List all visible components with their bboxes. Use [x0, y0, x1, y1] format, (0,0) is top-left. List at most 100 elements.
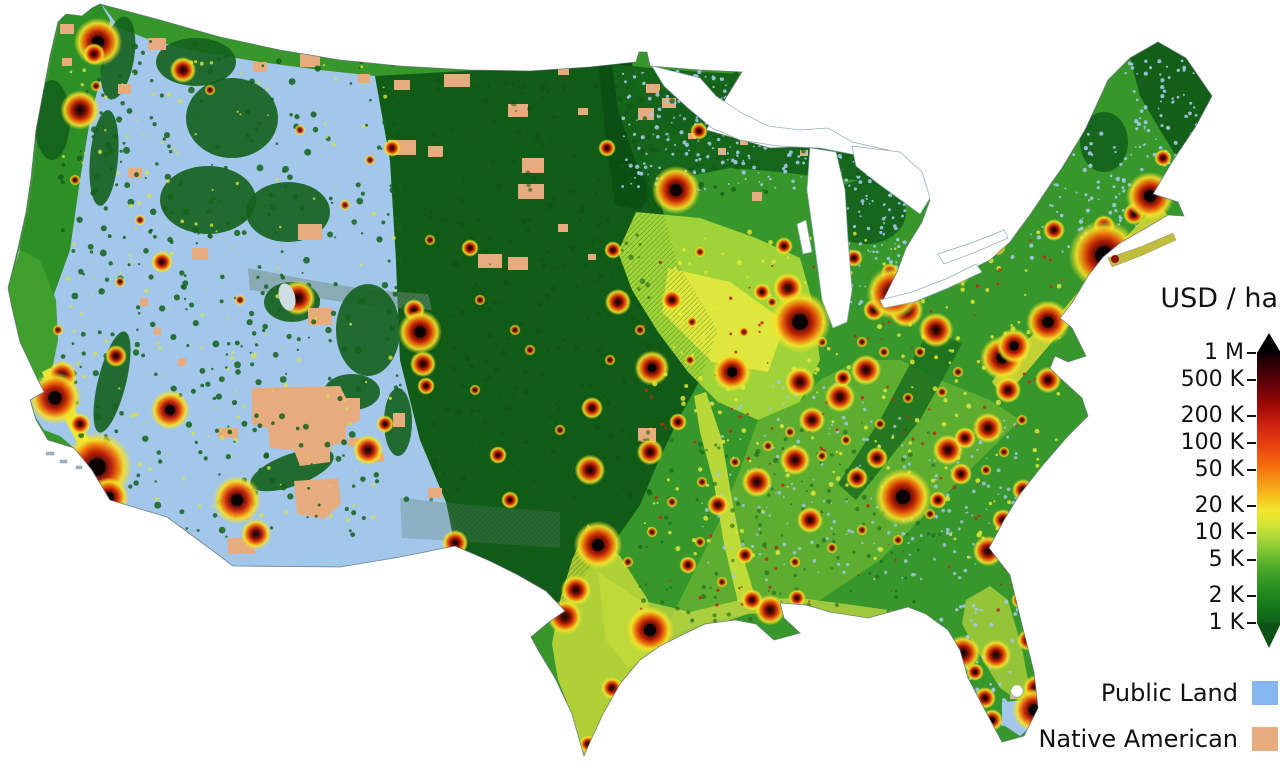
city-hotspot	[661, 289, 683, 311]
minor-city-hotspot	[234, 294, 246, 306]
colorbar-tick-label: 50 K	[1194, 457, 1244, 483]
minor-city-hotspot	[364, 154, 376, 166]
native-patch	[348, 438, 360, 446]
city-hotspot	[501, 491, 519, 509]
city-hotspot	[798, 406, 826, 434]
minor-city-hotspot	[694, 536, 706, 548]
minor-city-hotspot	[684, 354, 696, 366]
native-patch	[253, 62, 267, 72]
native-patch	[752, 192, 762, 201]
lake-okeechobee	[1010, 684, 1024, 698]
city-hotspot	[929, 491, 947, 509]
minor-city-hotspot	[696, 476, 708, 488]
minor-city-hotspot	[878, 346, 890, 358]
minor-city-hotspot	[952, 366, 964, 378]
colorbar-tick-mark	[1247, 532, 1256, 534]
city-hotspot	[850, 354, 882, 386]
city-core	[1009, 341, 1019, 351]
minor-city-hotspot	[856, 336, 868, 348]
minor-city-hotspot	[1016, 414, 1028, 426]
city-hotspot	[1154, 149, 1172, 167]
colorbar-title: USD / ha	[1160, 283, 1278, 314]
city-core	[165, 405, 175, 415]
native-patch	[394, 80, 410, 90]
native-patch	[508, 104, 528, 117]
native-patch	[508, 257, 528, 270]
minor-city-hotspot	[998, 446, 1010, 458]
lake-huron	[851, 145, 931, 215]
legend-label-public-land: Public Land	[1100, 679, 1238, 707]
native-patch	[62, 58, 72, 66]
city-hotspot	[846, 467, 868, 489]
city-hotspot	[954, 427, 976, 449]
city-hotspot	[736, 546, 754, 564]
city-hotspot	[972, 412, 1004, 444]
city-hotspot	[966, 663, 984, 681]
native-patch	[428, 488, 442, 498]
region-pnw-coastal-green	[14, 4, 110, 310]
colorbar-tick-mark	[1247, 352, 1256, 354]
city-hotspot	[579, 735, 597, 753]
city-hotspot	[679, 556, 697, 574]
city-hotspot	[753, 283, 771, 301]
city-hotspot	[376, 415, 394, 433]
city-hotspot	[950, 463, 972, 485]
minor-city-hotspot	[134, 214, 146, 226]
minor-city-hotspot	[980, 464, 992, 476]
native-patch	[140, 298, 148, 306]
native-patch	[740, 139, 748, 145]
city-hotspot	[83, 43, 105, 65]
city-hotspot	[560, 574, 592, 606]
city-hotspot	[775, 237, 793, 255]
native-patch-san-carlos-fort-apache	[294, 478, 341, 519]
city-hotspot	[866, 447, 888, 469]
minor-city-hotspot	[762, 440, 774, 452]
city-hotspot	[409, 350, 437, 378]
channel-island-3	[75, 465, 83, 470]
city-hotspot	[581, 397, 603, 419]
city-core	[591, 538, 605, 552]
forest-patch	[978, 162, 1038, 206]
great-lakes	[278, 65, 1024, 698]
colorbar-tick-mark	[1247, 469, 1256, 472]
native-patch	[428, 146, 443, 157]
native-patch	[588, 254, 596, 260]
region-norcal-coast-green	[8, 250, 58, 380]
city-core	[669, 183, 683, 197]
minor-city-hotspot	[554, 424, 566, 436]
native-patch	[154, 328, 161, 335]
minor-city-hotspot	[294, 124, 306, 136]
city-hotspot	[834, 369, 852, 387]
city-hotspot	[796, 506, 824, 534]
city-core	[643, 623, 657, 637]
colorbar-extend-bottom-arrow	[1257, 623, 1280, 648]
city-hotspot	[240, 518, 272, 550]
lake-ontario	[937, 229, 1009, 265]
minor-city-hotspot	[646, 526, 658, 538]
forest-patch	[336, 284, 400, 376]
native-patch	[578, 108, 588, 115]
minor-city-hotspot	[634, 324, 646, 336]
minor-city-hotspot	[914, 346, 926, 358]
minor-city-hotspot	[469, 384, 481, 396]
city-hotspot	[779, 444, 811, 476]
colorbar-tick-mark	[1247, 559, 1256, 562]
city-hotspot	[974, 687, 996, 709]
minor-city-hotspot	[622, 556, 634, 568]
forest-patch	[160, 166, 256, 234]
minor-city-hotspot	[204, 84, 216, 96]
colorbar-tick-label: 500 K	[1180, 367, 1244, 393]
minor-city-hotspot	[856, 524, 868, 536]
city-hotspot	[636, 438, 664, 466]
city-hotspot	[604, 241, 622, 259]
city-hotspot	[441, 529, 469, 557]
great-salt-lake	[278, 283, 296, 311]
channel-island-2	[59, 459, 68, 464]
city-hotspot	[383, 139, 401, 157]
colorbar-tick-mark	[1247, 594, 1256, 597]
region-east-yellowgreen-wash	[660, 360, 1020, 640]
colorbar-tick-mark	[1247, 379, 1256, 382]
minor-city-hotspot	[604, 354, 616, 366]
city-core	[1042, 316, 1054, 328]
